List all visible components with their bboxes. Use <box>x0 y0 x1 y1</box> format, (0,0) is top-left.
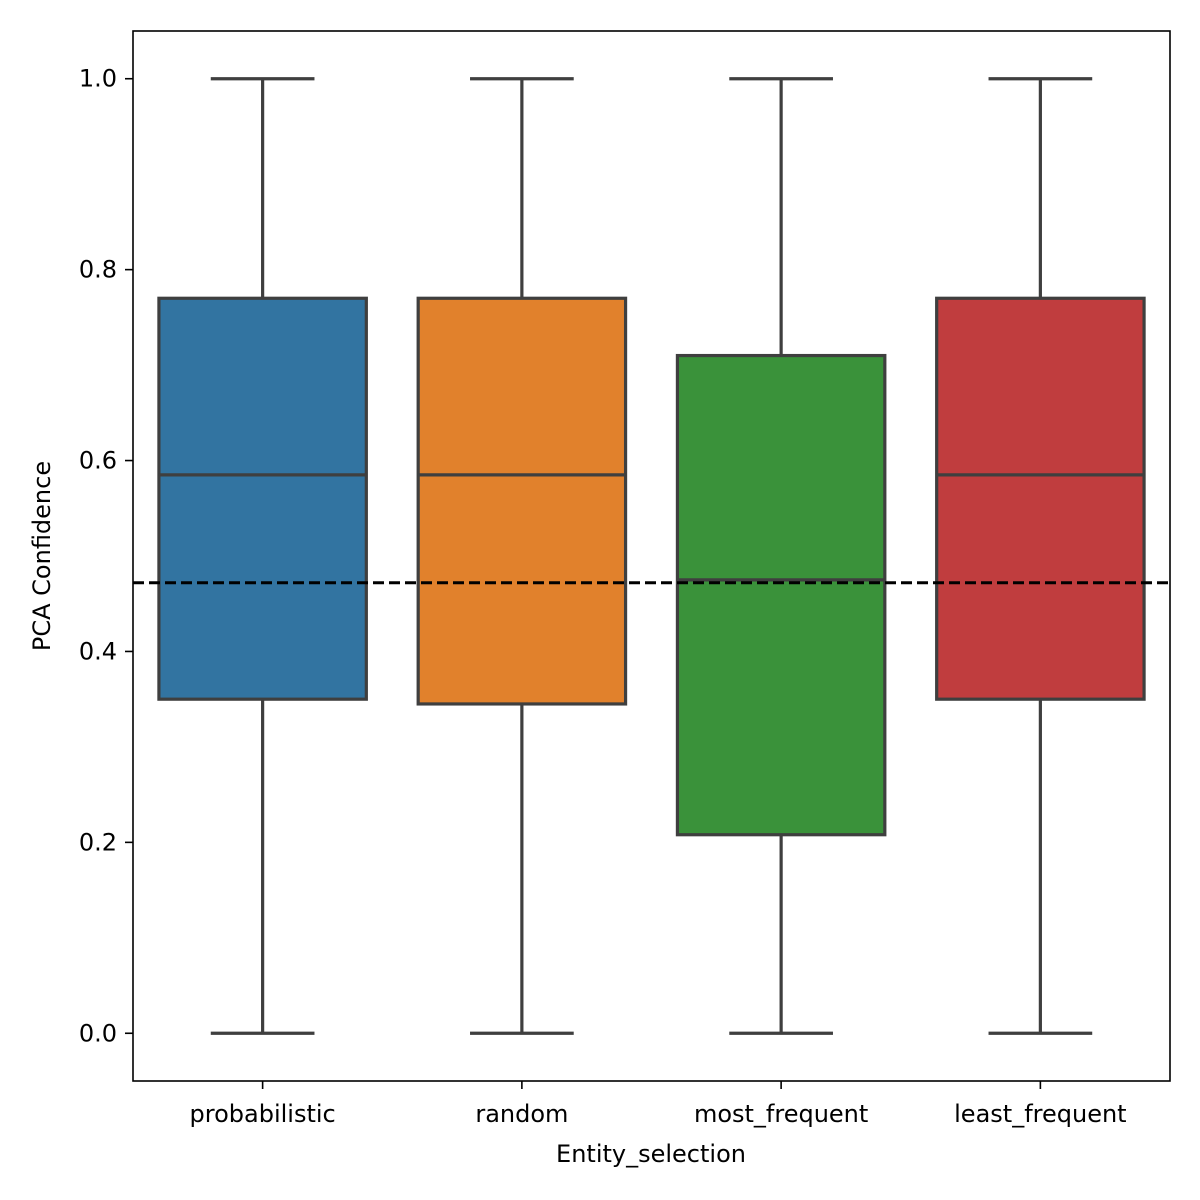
box-most_frequent <box>675 77 887 1035</box>
box-probabilistic <box>157 77 368 1035</box>
x-tick-label: least_frequent <box>954 1100 1126 1128</box>
iqr-box <box>935 296 1146 701</box>
boxes-layer <box>157 77 1146 1035</box>
y-tick-label: 0.0 <box>79 1019 117 1047</box>
y-tick-label: 0.2 <box>79 828 117 856</box>
y-tick-label: 1.0 <box>79 65 117 93</box>
iqr-box <box>675 353 887 837</box>
x-tick-label: most_frequent <box>694 1100 868 1128</box>
box-random <box>416 77 628 1035</box>
y-tick-label: 0.6 <box>79 447 117 475</box>
iqr-box <box>416 296 628 706</box>
x-tick-label: random <box>475 1100 568 1128</box>
x-axis: probabilistic random most_frequent least_fr… <box>190 1081 1127 1128</box>
y-axis: 0.0 0.2 0.4 0.6 0.8 1.0 <box>79 65 133 1047</box>
x-tick-label: probabilistic <box>190 1100 336 1128</box>
plot-frame <box>132 30 1171 1082</box>
y-tick-label: 0.4 <box>79 637 117 665</box>
y-axis-title: PCA Confidence <box>28 461 56 651</box>
box-least_frequent <box>935 77 1146 1035</box>
x-axis-title: Entity_selection <box>556 1140 746 1168</box>
y-tick-label: 0.8 <box>79 256 117 284</box>
iqr-box <box>157 296 368 701</box>
